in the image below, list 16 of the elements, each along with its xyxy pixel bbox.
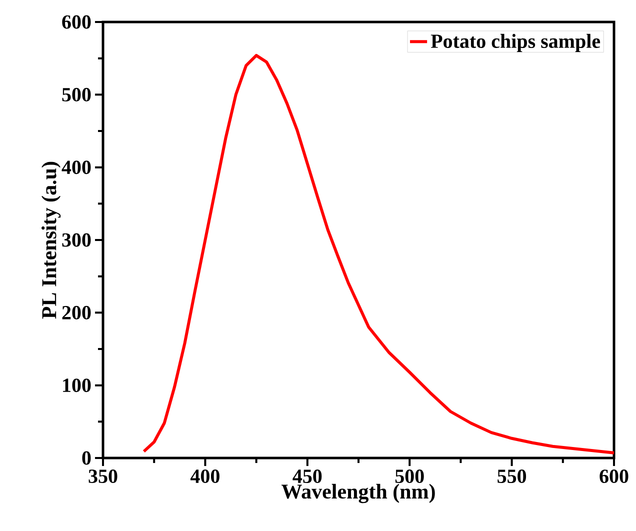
x-tick-label: 450 [292, 470, 322, 484]
x-axis-title: Wavelength (nm) [282, 484, 435, 504]
y-axis-title: PL Intensity (a.u) [42, 162, 61, 319]
y-tick-label: 0 [82, 451, 91, 465]
x-tick-label: 550 [498, 470, 526, 484]
y-tick-label: 400 [62, 160, 91, 174]
x-tick-label: 500 [395, 470, 424, 484]
y-tick-label: 200 [62, 306, 91, 320]
y-tick-label: 100 [63, 378, 91, 392]
y-tick-label: 300 [62, 233, 91, 247]
x-tick-label: 400 [190, 470, 220, 484]
x-tick-label: 600 [600, 470, 628, 484]
legend-label: Potato chips sample [430, 34, 600, 52]
y-tick-label: 500 [62, 88, 91, 102]
y-tick-label: 600 [62, 15, 91, 29]
x-tick-label: 350 [88, 470, 118, 484]
